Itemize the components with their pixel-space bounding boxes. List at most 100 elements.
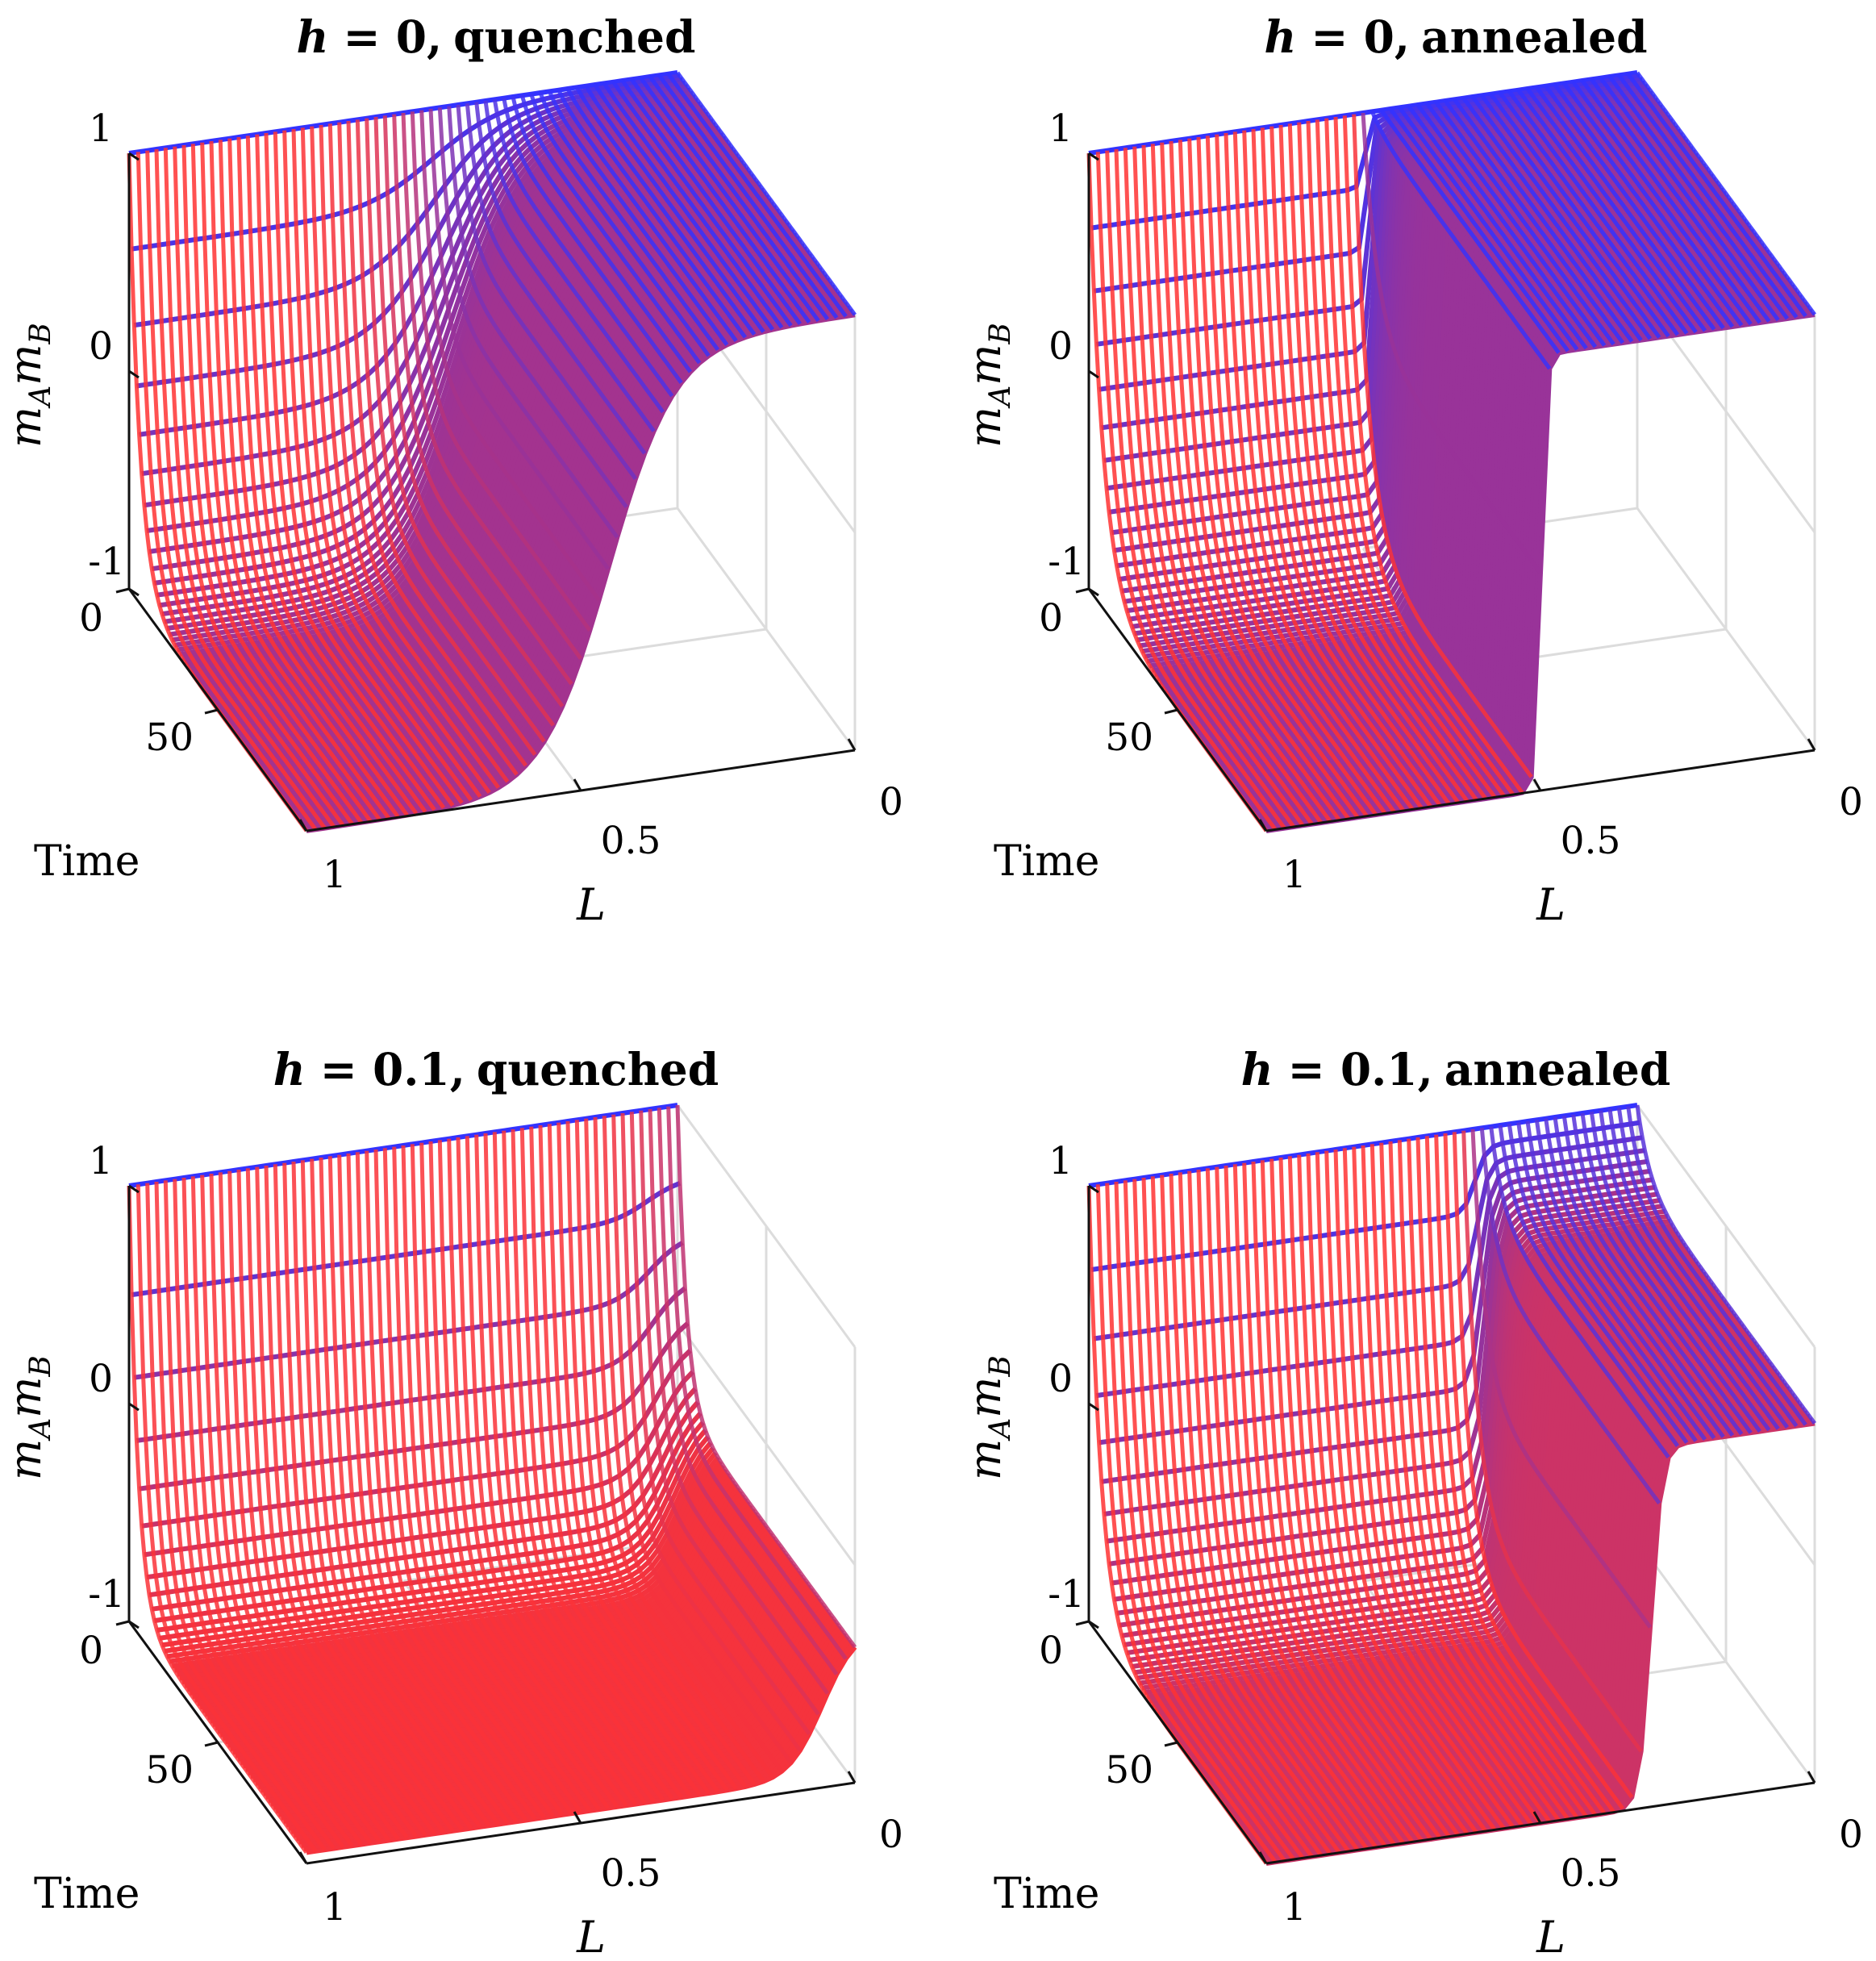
surface-L-line	[1452, 1132, 1634, 1799]
surface-L-line	[1132, 146, 1314, 826]
surface-L-line	[1553, 83, 1735, 328]
surface-L-line	[620, 1112, 803, 1752]
surface-L-line	[1178, 140, 1360, 819]
surface-L-line	[1535, 86, 1716, 331]
z-tick-neg1: -1	[88, 540, 125, 584]
z-tick-mark	[1088, 1620, 1099, 1629]
surface-L-line	[1224, 132, 1406, 812]
surface-L-line	[410, 111, 592, 632]
grid-line-wall-z0	[676, 1322, 857, 1566]
surface-L-line	[447, 1138, 628, 1807]
surface-L-line	[1232, 1164, 1415, 1843]
surface-L-line	[1150, 1176, 1332, 1855]
surface-L-line	[1453, 98, 1634, 343]
x-tick-0.5: 0.5	[601, 1851, 661, 1896]
surface-L-line	[310, 126, 491, 794]
surface-L-line	[1260, 127, 1442, 807]
time-tick-mark	[204, 1741, 219, 1747]
surface-L-line	[355, 119, 537, 756]
title-scheme: quenched	[477, 1043, 719, 1095]
z-tick-mark	[1088, 1184, 1099, 1194]
x-axis-label: L	[576, 1912, 606, 1961]
z-axis-label: mAmB	[960, 1355, 1017, 1480]
surface-L-line	[492, 1132, 674, 1800]
z-tick-mark	[128, 1402, 140, 1412]
surface-L-line	[1315, 119, 1497, 799]
surface-L-line	[346, 1153, 528, 1821]
x-tick-0.5: 0.5	[1561, 819, 1621, 863]
surface-L-line	[200, 142, 381, 821]
grid-line-wall-z1	[676, 1104, 857, 1348]
surface-L-line	[1388, 1141, 1570, 1821]
surface-L-line	[291, 1161, 473, 1830]
y-tick-50: 50	[145, 1748, 194, 1792]
L-tick-mark	[1258, 1851, 1268, 1864]
title-scheme: quenched	[453, 10, 695, 63]
surface-L-line	[474, 102, 656, 432]
surface-L-line	[365, 1150, 546, 1819]
surface-L-line	[154, 1181, 336, 1850]
L-tick-mark	[298, 819, 308, 832]
surface-L-line	[1141, 1177, 1324, 1857]
axes	[1075, 152, 1816, 832]
surface-L-line	[282, 1162, 464, 1831]
surface-L-line	[675, 1104, 857, 1649]
surface-L-line	[163, 1180, 345, 1849]
surface-L-line	[1297, 1154, 1478, 1834]
surface-L-line	[382, 115, 565, 708]
x-axis-label: L	[1536, 1912, 1565, 1961]
y-tick-0: 0	[1039, 596, 1063, 640]
surface-L-line	[1607, 75, 1790, 320]
surface-L-line	[1498, 1124, 1680, 1447]
surface-L-line	[1095, 1184, 1278, 1863]
L-tick-mark	[847, 1771, 857, 1784]
z-tick-neg1: -1	[1048, 540, 1085, 584]
surface-L-line	[465, 103, 647, 455]
surface-L-line	[173, 146, 354, 825]
surface-L-line	[529, 1126, 711, 1795]
surface-L-line	[1434, 1134, 1615, 1813]
x-tick-0: 0	[1839, 1813, 1863, 1857]
surface-L-line	[1470, 1129, 1653, 1629]
z-axis-label: mAmB	[0, 1355, 57, 1480]
z-tick-mark	[1088, 152, 1099, 161]
surface-L-line	[1580, 79, 1762, 324]
surface-L-line	[1278, 1157, 1461, 1837]
x-tick-0: 0	[879, 1813, 903, 1857]
surface-L-line	[1571, 81, 1753, 326]
surface-L-line	[1205, 1168, 1387, 1847]
surface-L-line	[1187, 1170, 1369, 1850]
surface-L-line	[1580, 1112, 1762, 1433]
surface-L-line	[1333, 1149, 1515, 1829]
surface-L-line	[1324, 1150, 1506, 1830]
surface-L-line	[1141, 144, 1324, 824]
L-tick-mark	[1807, 738, 1816, 751]
surface-L-line	[1407, 105, 1588, 350]
surface-L-line	[1232, 131, 1415, 811]
surface-L-line	[602, 81, 784, 329]
surface-L-line	[1461, 97, 1643, 342]
surface-L-line	[1333, 116, 1515, 796]
surface-L-line	[373, 1149, 556, 1817]
panel-title: h = 0, annealed	[1264, 10, 1647, 63]
panel-bottom-left: h = 0.1, quenched 1 0 -1 0 50 Time 1 0.5 0…	[0, 1043, 903, 1961]
title-variable: h	[273, 1043, 306, 1095]
title-variable: h	[1241, 1043, 1274, 1095]
y-tick-50: 50	[1105, 1748, 1153, 1792]
surface-L-line	[300, 127, 482, 798]
x-tick-1: 1	[323, 853, 347, 897]
surface-L-line	[1470, 95, 1653, 340]
surface-L-line	[511, 96, 693, 373]
x-tick-0.5: 0.5	[1561, 1851, 1621, 1896]
y-tick-50: 50	[145, 716, 194, 760]
surface-L-line	[1342, 115, 1524, 795]
surface-L-line	[639, 77, 820, 323]
surface-L-line	[1306, 120, 1488, 800]
surface-L-line	[1352, 1146, 1533, 1826]
surface-L-line	[300, 1160, 482, 1829]
surface-L-line	[492, 98, 674, 398]
surface-L-line	[1123, 148, 1305, 827]
grid-line-wall-z1	[1636, 1104, 1816, 1348]
surface-L-line	[428, 108, 611, 570]
surface-L-line	[1525, 1120, 1707, 1441]
